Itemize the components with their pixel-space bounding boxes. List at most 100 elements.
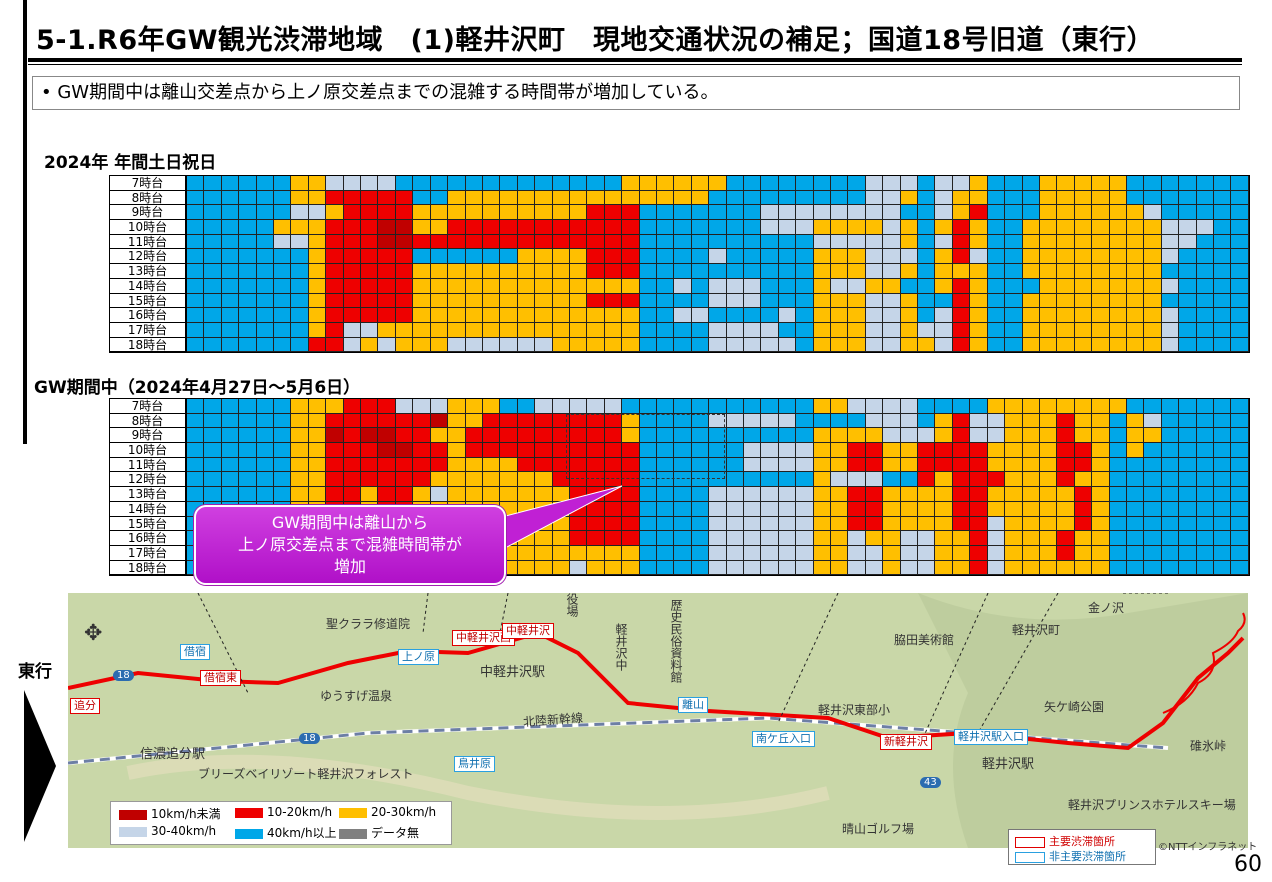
heatmap-cell bbox=[761, 501, 779, 517]
heatmap-cell bbox=[796, 487, 814, 502]
heatmap-cell bbox=[1057, 472, 1075, 488]
heatmap-cell bbox=[1144, 205, 1162, 221]
heatmap-cell bbox=[970, 220, 988, 235]
hour-label: 11時台 bbox=[110, 234, 187, 250]
hour-label: 7時台 bbox=[110, 176, 187, 191]
heatmap-cell bbox=[448, 399, 466, 414]
heatmap-cell bbox=[1213, 472, 1232, 488]
heatmap-cell bbox=[848, 457, 866, 473]
heatmap-cell bbox=[535, 308, 553, 323]
heatmap-cell bbox=[1126, 472, 1145, 488]
map-place: 聖クララ修道院 bbox=[326, 617, 411, 631]
heatmap-cell bbox=[343, 322, 362, 338]
heatmap-cell bbox=[517, 457, 536, 473]
heatmap-cell bbox=[1179, 205, 1197, 221]
heatmap-cell bbox=[761, 428, 779, 444]
heatmap-cell bbox=[395, 205, 414, 221]
heatmap-cell bbox=[187, 337, 205, 353]
heatmap-cell bbox=[900, 457, 919, 473]
heatmap-cell bbox=[291, 205, 309, 221]
heatmap-cell bbox=[500, 220, 518, 235]
heatmap-cell bbox=[1126, 293, 1145, 309]
heatmap-cell bbox=[430, 264, 449, 279]
heatmap-cell bbox=[569, 308, 588, 323]
heatmap-cell bbox=[952, 264, 971, 279]
heatmap-cell bbox=[935, 176, 953, 191]
heatmap-cell bbox=[796, 205, 814, 221]
heatmap-cell bbox=[656, 308, 675, 323]
heatmap-cell bbox=[430, 472, 449, 488]
heatmap-cell bbox=[413, 278, 431, 294]
heatmap-cell bbox=[796, 516, 814, 532]
heatmap-cell bbox=[987, 264, 1006, 279]
heatmap-cell bbox=[395, 428, 414, 444]
heatmap-cell bbox=[848, 399, 866, 414]
heatmap-cell bbox=[709, 560, 727, 576]
heatmap-cell bbox=[395, 220, 414, 235]
heatmap-cell bbox=[552, 428, 570, 444]
heatmap-cell bbox=[813, 413, 832, 429]
heatmap-cell bbox=[535, 516, 553, 532]
heatmap-row: 10時台 bbox=[110, 220, 1249, 235]
heatmap-cell bbox=[900, 516, 919, 532]
heatmap-cell bbox=[883, 472, 901, 488]
heatmap-cell bbox=[848, 205, 866, 221]
heatmap-cell bbox=[778, 190, 797, 206]
heatmap-cell bbox=[1126, 220, 1145, 235]
legend-swatch bbox=[235, 828, 263, 839]
heatmap-cell bbox=[674, 278, 692, 294]
heatmap-cell bbox=[883, 560, 901, 576]
heatmap-cell bbox=[395, 413, 414, 429]
heatmap-cell bbox=[604, 487, 623, 502]
heatmap-cell bbox=[918, 205, 936, 221]
heatmap-cell bbox=[535, 399, 553, 414]
heatmap-cell bbox=[900, 264, 919, 279]
page-title: 5-1.R6年GW観光渋滞地域 (1)軽井沢町 現地交通状況の補足；国道18号旧… bbox=[36, 25, 1155, 56]
hour-label: 14時台 bbox=[110, 278, 187, 294]
heatmap-cell bbox=[1039, 399, 1058, 414]
heatmap-row: 12時台 bbox=[110, 472, 1249, 488]
heatmap-cell bbox=[1092, 249, 1110, 265]
heatmap-cell bbox=[778, 176, 797, 191]
heatmap-cell bbox=[831, 487, 849, 502]
heatmap-cell bbox=[448, 428, 466, 444]
heatmap-cell bbox=[970, 337, 988, 353]
heatmap-cell bbox=[587, 264, 605, 279]
hour-label: 12時台 bbox=[110, 472, 187, 488]
heatmap-cell bbox=[1109, 560, 1127, 576]
heatmap-cell bbox=[935, 308, 953, 323]
heatmap-cell bbox=[1231, 308, 1249, 323]
heatmap-cell bbox=[587, 413, 605, 429]
heatmap-cell bbox=[639, 428, 657, 444]
heatmap-cell bbox=[813, 487, 832, 502]
heatmap-row: 8時台 bbox=[110, 190, 1249, 206]
heatmap-cell bbox=[291, 443, 309, 458]
heatmap-cell bbox=[1213, 443, 1232, 458]
heatmap-cell bbox=[778, 428, 797, 444]
heatmap-cell bbox=[744, 322, 762, 338]
heatmap-cell bbox=[709, 205, 727, 221]
heatmap-cell bbox=[726, 413, 744, 429]
heatmap-cell bbox=[448, 190, 466, 206]
heatmap-cell bbox=[569, 399, 588, 414]
heatmap-cell bbox=[935, 501, 953, 517]
heatmap-cell bbox=[1005, 234, 1023, 250]
heatmap-cell bbox=[204, 472, 222, 488]
heatmap-cell bbox=[778, 531, 797, 546]
heatmap-cell bbox=[239, 399, 257, 414]
heatmap-cell bbox=[987, 293, 1006, 309]
heatmap-cell bbox=[204, 308, 222, 323]
heatmap-cell bbox=[413, 472, 431, 488]
heatmap-cell bbox=[569, 205, 588, 221]
hour-label: 9時台 bbox=[110, 428, 187, 444]
heatmap-cell bbox=[744, 337, 762, 353]
heatmap-cell bbox=[604, 337, 623, 353]
heatmap-cell bbox=[691, 293, 710, 309]
heatmap-cell bbox=[970, 501, 988, 517]
heatmap-row: 7時台 bbox=[110, 176, 1249, 191]
heatmap-cell bbox=[535, 560, 553, 576]
heatmap-cell bbox=[1179, 176, 1197, 191]
heatmap-cell bbox=[517, 443, 536, 458]
heatmap-cell bbox=[378, 264, 396, 279]
heatmap-cell bbox=[970, 190, 988, 206]
